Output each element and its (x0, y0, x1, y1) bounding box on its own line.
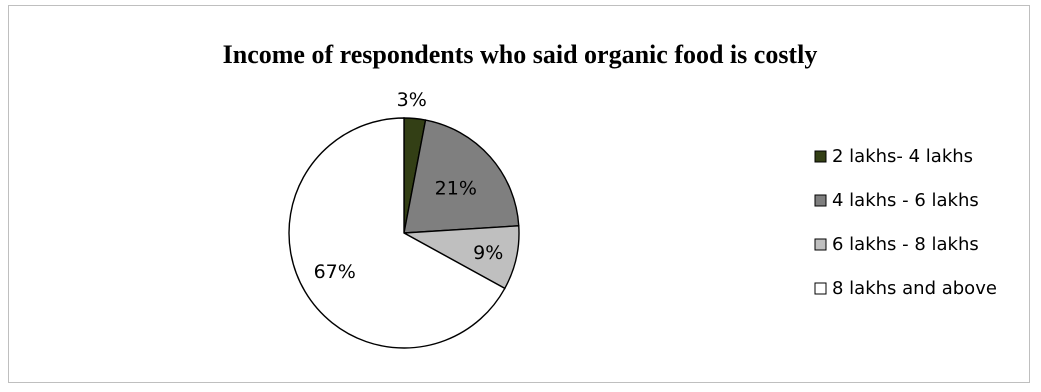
legend-label-1: 2 lakhs- 4 lakhs (832, 146, 973, 167)
chart-frame (8, 5, 1030, 383)
legend-swatch-2 (814, 194, 827, 207)
data-label-3: 9% (473, 242, 503, 264)
legend-swatch-3 (814, 238, 827, 251)
legend-swatch-4 (814, 282, 827, 295)
pie-slices (288, 117, 520, 349)
pie-slice-4 (288, 117, 506, 349)
legend-swatch-1 (814, 150, 827, 163)
legend-label-3: 6 lakhs - 8 lakhs (832, 234, 979, 255)
chart-title: Income of respondents who said organic f… (223, 40, 818, 69)
legend-label-4: 8 lakhs and above (832, 278, 997, 299)
legend-label-2: 4 lakhs - 6 lakhs (832, 190, 979, 211)
data-labels: 3% 21% 9% 67% (314, 89, 504, 283)
data-label-2: 21% (435, 177, 477, 199)
data-label-4: 67% (314, 261, 356, 283)
legend: 2 lakhs- 4 lakhs 4 lakhs - 6 lakhs 6 lakhs… (814, 146, 997, 299)
pie-slice-2 (403, 119, 520, 234)
data-label-1: 3% (397, 89, 427, 111)
